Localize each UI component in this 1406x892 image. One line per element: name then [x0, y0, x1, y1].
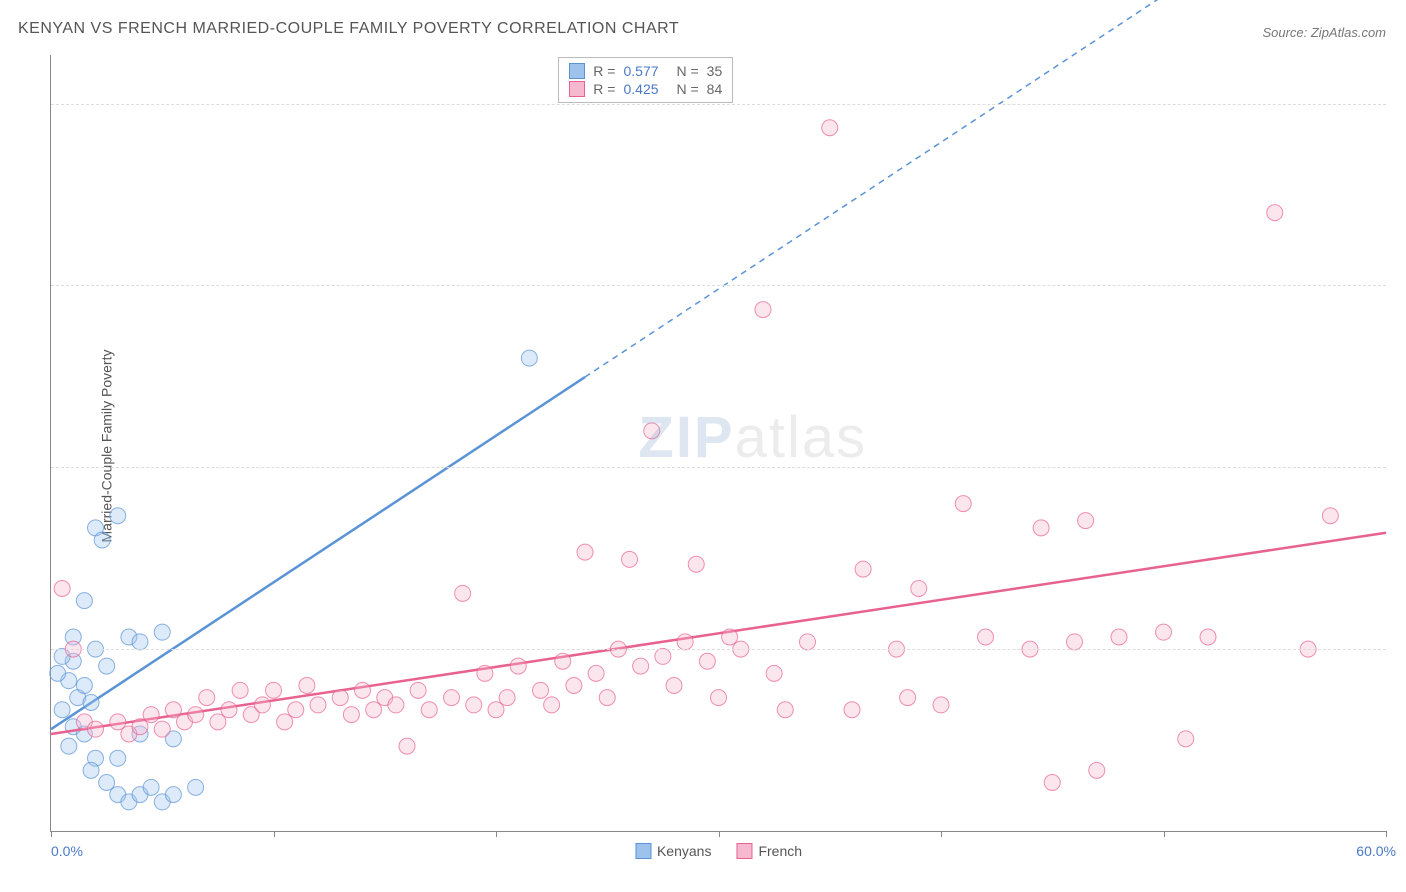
- plot-svg: [51, 55, 1386, 831]
- r-label: R =: [593, 63, 615, 79]
- chart-title: KENYAN VS FRENCH MARRIED-COUPLE FAMILY P…: [18, 20, 679, 38]
- x-tick: [719, 831, 720, 837]
- n-value-kenyans: 35: [707, 63, 723, 79]
- legend-bottom: Kenyans French: [635, 843, 802, 859]
- x-tick: [51, 831, 52, 837]
- gridline: [51, 649, 1386, 650]
- r-value-french: 0.425: [623, 81, 668, 97]
- gridline: [51, 467, 1386, 468]
- x-tick: [941, 831, 942, 837]
- legend-swatch-french: [736, 843, 752, 859]
- n-label: N =: [676, 81, 698, 97]
- chart-container: KENYAN VS FRENCH MARRIED-COUPLE FAMILY P…: [0, 0, 1406, 892]
- x-tick: [274, 831, 275, 837]
- legend-item-kenyans: Kenyans: [635, 843, 711, 859]
- r-value-kenyans: 0.577: [623, 63, 668, 79]
- gridline: [51, 104, 1386, 105]
- legend-label-kenyans: Kenyans: [657, 843, 711, 859]
- source-attribution: Source: ZipAtlas.com: [1262, 25, 1386, 40]
- stats-legend-box: R = 0.577 N = 35 R = 0.425 N = 84: [558, 57, 733, 103]
- y-tick-label: 22.5%: [1396, 277, 1406, 293]
- y-tick-label: 30.0%: [1396, 96, 1406, 112]
- plot-area: R = 0.577 N = 35 R = 0.425 N = 84 ZIPatl…: [50, 55, 1386, 832]
- n-label: N =: [676, 63, 698, 79]
- n-value-french: 84: [707, 81, 723, 97]
- stats-row-french: R = 0.425 N = 84: [569, 80, 722, 98]
- swatch-kenyans: [569, 63, 585, 79]
- x-tick: [1164, 831, 1165, 837]
- legend-item-french: French: [736, 843, 802, 859]
- legend-label-french: French: [758, 843, 802, 859]
- x-axis-min-label: 0.0%: [51, 843, 83, 859]
- legend-swatch-kenyans: [635, 843, 651, 859]
- x-axis-max-label: 60.0%: [1356, 843, 1396, 859]
- x-tick: [1386, 831, 1387, 837]
- y-tick-label: 7.5%: [1396, 641, 1406, 657]
- gridline: [51, 285, 1386, 286]
- stats-row-kenyans: R = 0.577 N = 35: [569, 62, 722, 80]
- y-tick-label: 15.0%: [1396, 459, 1406, 475]
- r-label: R =: [593, 81, 615, 97]
- x-tick: [496, 831, 497, 837]
- swatch-french: [569, 81, 585, 97]
